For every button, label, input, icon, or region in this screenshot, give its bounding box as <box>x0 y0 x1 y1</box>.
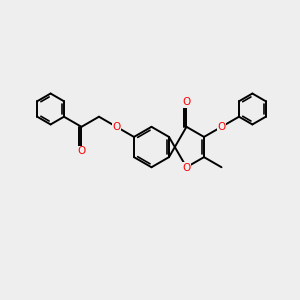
Text: O: O <box>112 122 121 132</box>
Text: O: O <box>182 98 190 107</box>
Text: O: O <box>77 146 86 156</box>
Text: O: O <box>182 163 190 172</box>
Text: O: O <box>218 122 226 132</box>
